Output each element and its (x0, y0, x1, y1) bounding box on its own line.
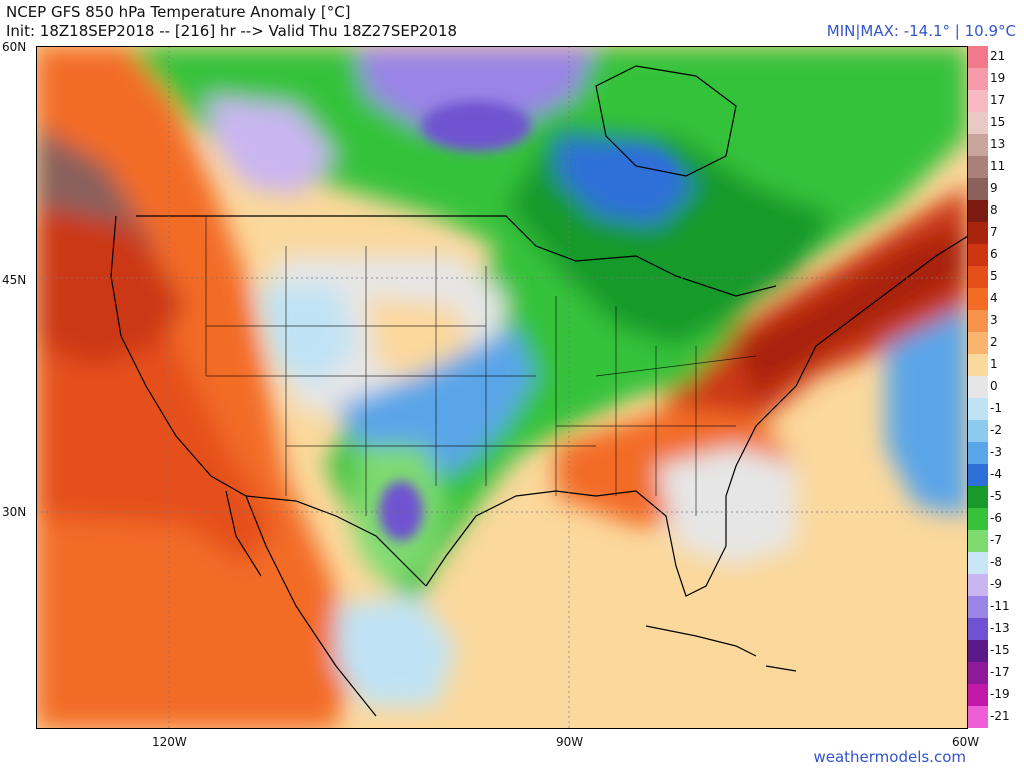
scale-swatch (968, 398, 988, 421)
scale-swatch (968, 112, 988, 135)
scale-tick-label: -13 (990, 621, 1010, 635)
scale-swatch (968, 706, 988, 728)
scale-tick-label: -5 (990, 489, 1002, 503)
scale-tick-label: -19 (990, 687, 1010, 701)
scale-tick-label: -4 (990, 467, 1002, 481)
scale-swatch (968, 200, 988, 223)
scale-swatch (968, 442, 988, 465)
scale-tick-label: 9 (990, 181, 998, 195)
lon-label-60w: 60W (952, 735, 980, 749)
lon-label-120w: 120W (152, 735, 187, 749)
scale-swatch (968, 354, 988, 377)
scale-tick-label: 3 (990, 313, 998, 327)
scale-tick-label: 13 (990, 137, 1006, 151)
scale-tick-label: -8 (990, 555, 1002, 569)
lat-label-30n: 30N (2, 505, 27, 519)
scale-tick-label: -2 (990, 423, 1002, 437)
scale-swatch (968, 332, 988, 355)
scale-swatch (968, 684, 988, 707)
scale-swatch (968, 596, 988, 619)
scale-swatch (968, 46, 988, 69)
lon-label-90w: 90W (556, 735, 584, 749)
scale-swatch (968, 376, 988, 399)
scale-tick-label: 15 (990, 115, 1006, 129)
scale-tick-label: 8 (990, 203, 998, 217)
scale-tick-label: -9 (990, 577, 1002, 591)
map-title: NCEP GFS 850 hPa Temperature Anomaly [°C… (6, 3, 351, 21)
scale-tick-label: 7 (990, 225, 998, 239)
scale-swatch (968, 464, 988, 487)
scale-tick-label: 4 (990, 291, 998, 305)
scale-swatch (968, 530, 988, 553)
scale-tick-label: -1 (990, 401, 1002, 415)
scale-swatch (968, 640, 988, 663)
scale-swatch (968, 156, 988, 179)
scale-swatch (968, 508, 988, 531)
scale-tick-label: -21 (990, 709, 1010, 723)
scale-tick-label: -15 (990, 643, 1010, 657)
scale-swatch (968, 90, 988, 113)
scale-tick-label: -17 (990, 665, 1010, 679)
scale-swatch (968, 574, 988, 597)
scale-tick-label: 11 (990, 159, 1006, 173)
lat-lon-grid (36, 46, 968, 729)
scale-swatch (968, 222, 988, 245)
scale-tick-label: 2 (990, 335, 998, 349)
cold-core-canada (421, 101, 531, 151)
scale-tick-label: -11 (990, 599, 1010, 613)
scale-swatch (968, 266, 988, 289)
scale-swatch (968, 552, 988, 575)
scale-tick-label: 1 (990, 357, 998, 371)
temperature-anomaly-map (36, 46, 968, 729)
scale-swatch (968, 486, 988, 509)
scale-swatch (968, 68, 988, 91)
cold-core-texas (379, 481, 423, 541)
scale-tick-label: 0 (990, 379, 998, 393)
site-credit: weathermodels.com (813, 748, 966, 766)
scale-tick-label: 5 (990, 269, 998, 283)
scale-swatch (968, 244, 988, 267)
scale-tick-label: -6 (990, 511, 1002, 525)
scale-tick-label: 19 (990, 71, 1006, 85)
scale-tick-label: 17 (990, 93, 1006, 107)
scale-swatch (968, 288, 988, 311)
scale-swatch (968, 420, 988, 443)
scale-swatch (968, 134, 988, 157)
scale-tick-label: 21 (990, 49, 1006, 63)
scale-swatch (968, 662, 988, 685)
scale-swatch (968, 310, 988, 333)
init-valid-time: Init: 18Z18SEP2018 -- [216] hr --> Valid… (6, 22, 458, 40)
scale-tick-label: -7 (990, 533, 1002, 547)
state-lines (205, 216, 757, 516)
scale-swatch (968, 178, 988, 201)
scale-tick-label: 6 (990, 247, 998, 261)
min-max-readout: MIN|MAX: -14.1° | 10.9°C (826, 22, 1016, 40)
color-scale-bar (968, 46, 988, 728)
lat-label-45n: 45N (2, 273, 27, 287)
lat-label-60n: 60N (2, 40, 27, 54)
scale-tick-label: -3 (990, 445, 1002, 459)
scale-swatch (968, 618, 988, 641)
